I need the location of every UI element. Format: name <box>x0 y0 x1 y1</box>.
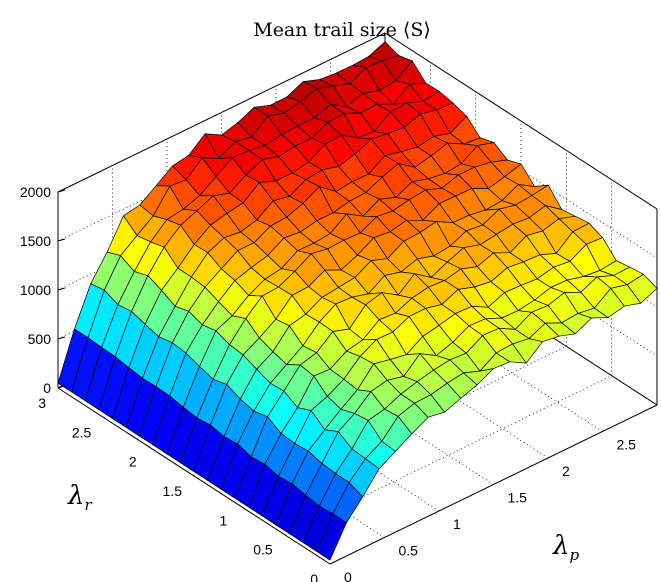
x-tick-label: 0 <box>344 569 352 582</box>
grid-z-left <box>57 32 386 193</box>
x-tick-label: 0.5 <box>399 543 419 559</box>
surface-mesh <box>57 41 658 561</box>
xlabel: λp <box>552 531 579 564</box>
x-tick-label: 2 <box>562 463 570 479</box>
grid-z-left <box>57 81 386 242</box>
y-tick-label: 2 <box>129 454 137 470</box>
ylabel-symbol: λ <box>67 481 84 511</box>
z-tick-label: 1000 <box>20 282 51 298</box>
front-edge-x <box>329 404 658 565</box>
ylabel: λr <box>67 481 92 514</box>
y-tick-label: 1.5 <box>163 483 183 499</box>
z-tick-label: 0 <box>43 380 51 396</box>
z-tick-mark <box>57 336 66 340</box>
x-tick-label: 1.5 <box>508 490 528 506</box>
front-edge-y <box>57 387 331 565</box>
z-tick-mark <box>57 385 66 389</box>
x-tick-label: 1 <box>453 516 461 532</box>
z-tick-mark <box>57 287 66 291</box>
xlabel-symbol: λ <box>552 531 569 561</box>
top-edge-back-right <box>384 32 658 210</box>
z-tick-label: 1500 <box>20 233 51 249</box>
chart-title-symbol: ⟨S⟩ <box>403 19 431 41</box>
ylabel-sub: r <box>84 496 92 514</box>
y-tick-label: 2.5 <box>72 424 92 440</box>
y-tick-label: 3 <box>38 395 46 411</box>
z-tick-mark <box>57 238 66 242</box>
z-tick-mark <box>57 189 66 193</box>
chart-title: Mean trail size ⟨S⟩ <box>253 19 431 41</box>
z-tick-label: 500 <box>28 331 52 347</box>
z-tick-label: 2000 <box>20 184 51 200</box>
chart-title-text: Mean trail size <box>253 19 403 41</box>
y-tick-label: 0 <box>310 571 318 582</box>
surface-patch <box>315 513 347 561</box>
y-tick-label: 1 <box>220 512 228 528</box>
xlabel-sub: p <box>569 546 579 564</box>
x-tick-label: 2.5 <box>617 437 637 453</box>
tick-labels: 050010001500200000.511.522.5300.511.522.… <box>20 184 637 582</box>
y-tick-label: 0.5 <box>253 542 273 558</box>
